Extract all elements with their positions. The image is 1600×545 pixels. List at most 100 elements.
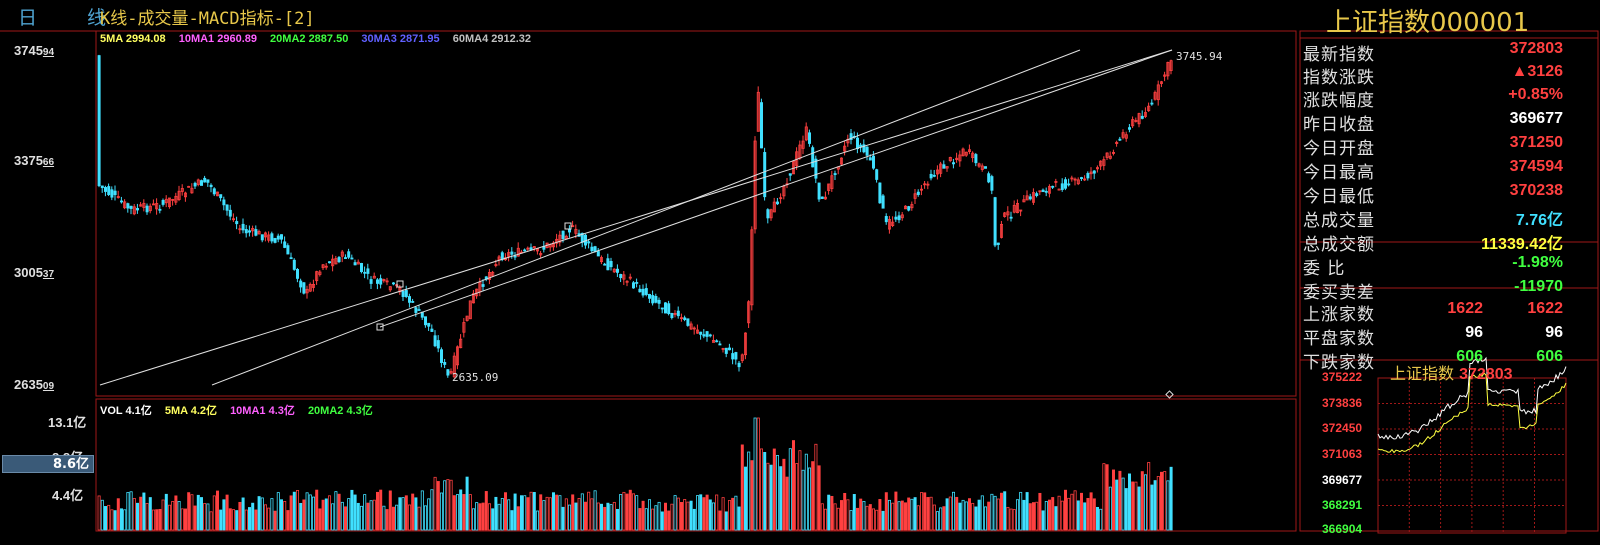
candle-body [654,295,658,303]
volume-bar [215,490,219,531]
candle-body [206,179,210,183]
period-label[interactable]: 日 线 [18,7,129,29]
candle-body [1073,178,1077,181]
volume-bar [833,503,837,531]
volume-bar [664,502,668,531]
candle-body [523,249,527,252]
volume-bar [439,492,443,531]
volume-bar [305,492,309,531]
volume-bar [996,498,1000,531]
candle-body [1032,192,1036,203]
volume-bar [151,509,155,531]
volume-bar [939,507,943,531]
candle-body [996,242,1000,245]
volume-bar [1096,506,1100,531]
candle-body [929,173,933,179]
volume-bar [404,495,408,531]
volume-bar [174,495,178,531]
candle-body [267,234,271,241]
candle-body [324,265,328,268]
volume-bar [670,503,674,531]
candle-body [1147,105,1151,112]
volume-bar [593,490,597,531]
quote-row: 今日最低 370238 [1303,182,1563,207]
candle-body [331,258,335,267]
quote-row-value: 96 [1465,324,1483,341]
volume-bar [577,498,581,531]
candle-body [561,230,565,240]
candle-body [199,180,203,186]
candle-body [827,183,831,191]
index-title: 上证指数000001 [1326,8,1530,38]
volume-bar [852,494,856,531]
candle-body [1076,179,1080,185]
volume-bar [471,508,475,531]
candle-body [459,338,463,349]
candle-body [446,369,450,376]
volume-bar [555,494,559,531]
candle-body [699,331,703,335]
candle-body [558,234,562,243]
volume-bar [824,508,828,531]
volume-bar [279,499,283,531]
candle-body [993,197,997,246]
volume-bar [1064,489,1068,531]
volume-bar [273,510,277,531]
volume-bar [1003,491,1007,531]
volume-bar [814,443,818,531]
volume-bar [132,497,136,531]
volume-bar [529,491,533,531]
volume-bar [1102,463,1106,531]
candle-body [708,334,712,337]
volume-bar [616,508,620,531]
candle-body [241,223,245,231]
volume-bar [1147,462,1151,531]
candle-body [1054,181,1058,183]
candle-body [407,296,411,303]
volume-bar [1115,479,1119,531]
volume-bar [910,498,914,531]
candle-body [593,246,597,252]
candle-body [961,148,965,157]
volume-bar [574,502,578,531]
volume-bar [206,503,210,531]
trend-line-parallel [211,49,1081,386]
trend-line-lower [379,49,1173,328]
candle-body [724,347,728,354]
volume-bar [171,501,175,531]
volume-bar [337,493,341,531]
candle-body [590,246,594,252]
candle-body [747,301,751,324]
candle-body [622,274,626,280]
volume-bar [625,493,629,531]
volume-bar [363,494,367,531]
volume-bar [209,511,213,531]
volume-bar [859,498,863,531]
volume-bar [536,510,540,531]
candle-body [1102,159,1106,166]
candle-body [721,348,725,350]
candle-body [939,163,943,174]
volume-bar [1144,474,1148,531]
quote-row: 今日开盘 371250 [1303,134,1563,159]
volume-bar [247,507,251,531]
quote-row-value: 371250 [1509,134,1563,151]
candle-body [174,195,178,203]
volume-bar [836,507,840,531]
low-annotation: 2635.09 [452,371,498,384]
candle-body [945,166,949,169]
volume-bar [110,509,114,531]
candle-body [439,349,443,363]
candle-body [337,257,341,263]
candle-body [881,195,885,209]
candle-body [1112,152,1116,154]
candle-body [1128,127,1132,130]
quote-row-value: -11970 [1514,278,1563,295]
quote-row-value: 374594 [1509,158,1563,175]
candle-body [385,280,389,283]
vol-tick-3: 4.4亿 [52,488,84,503]
candle-body [731,353,735,360]
volume-bar [183,508,187,531]
volume-bar [779,466,783,531]
